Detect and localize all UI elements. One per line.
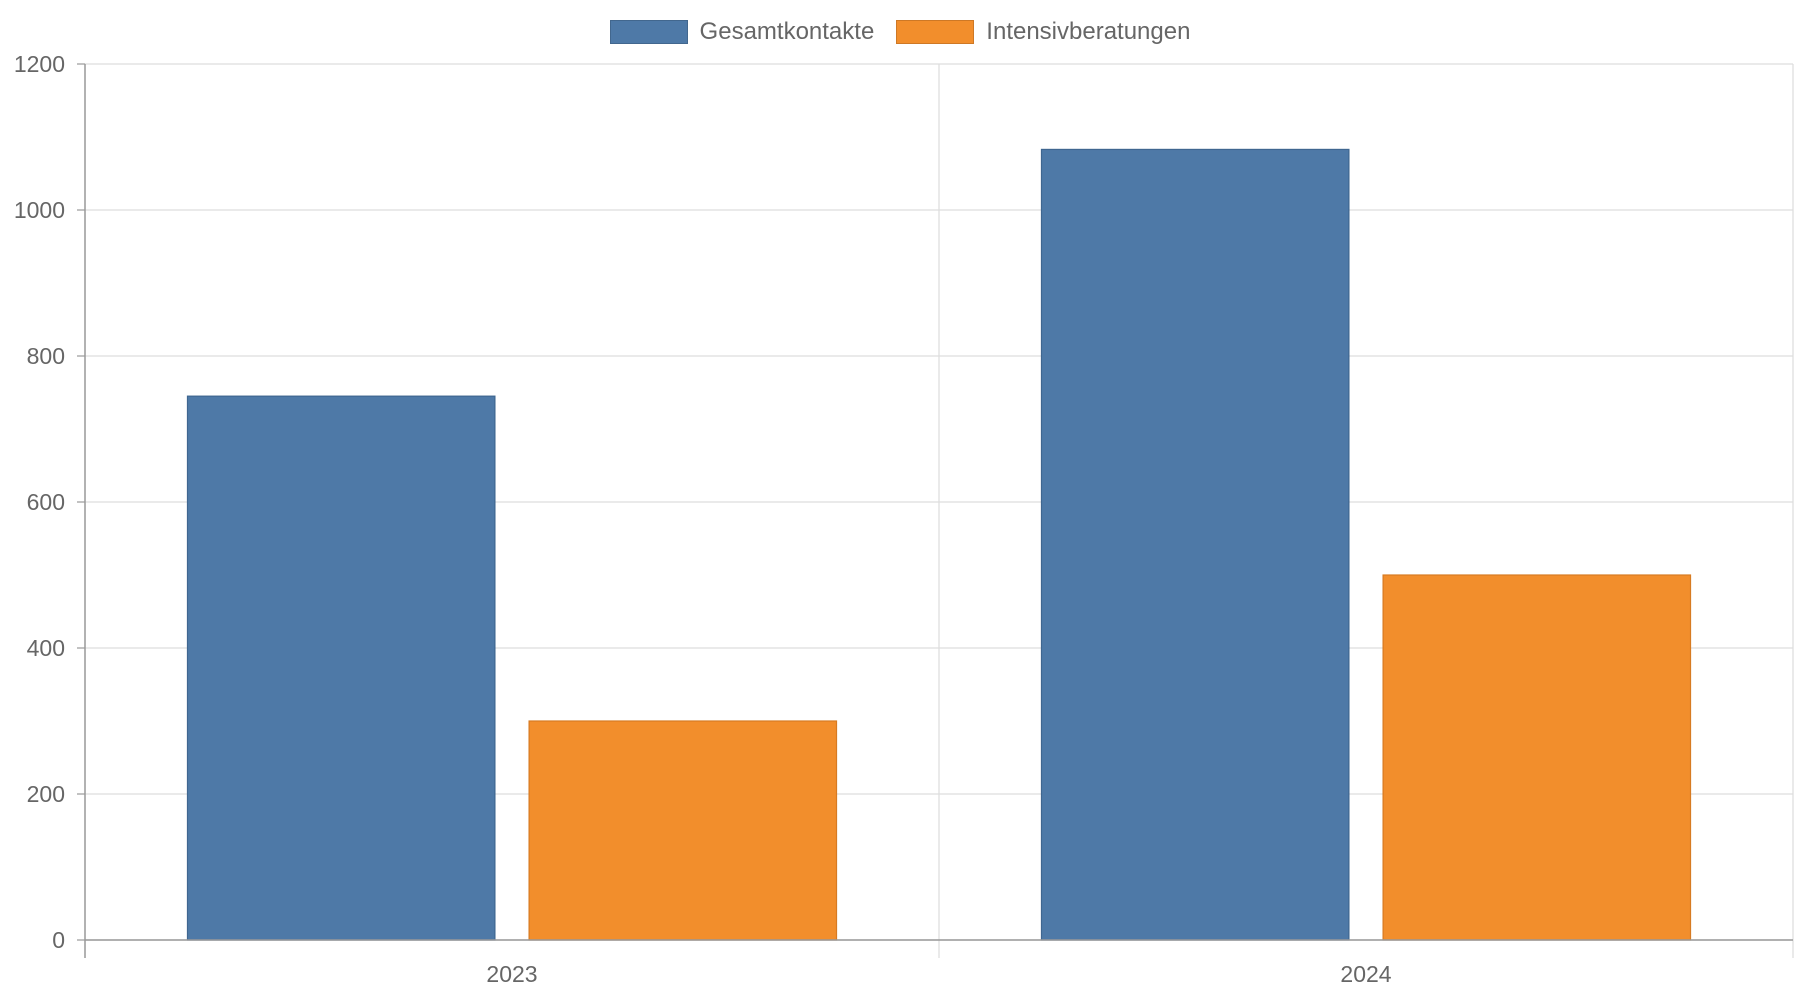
- chart-legend: Gesamtkontakte Intensivberatungen: [0, 18, 1800, 46]
- legend-swatch-gesamtkontakte: [609, 20, 688, 44]
- legend-item-intensivberatungen[interactable]: Intensivberatungen: [896, 18, 1190, 46]
- y-tick-label: 600: [27, 489, 65, 515]
- legend-item-gesamtkontakte[interactable]: Gesamtkontakte: [609, 18, 875, 46]
- y-tick-label: 400: [27, 635, 65, 661]
- y-tick-label: 1200: [14, 51, 65, 77]
- bar-gesamtkontakte-2024[interactable]: [1040, 148, 1350, 941]
- legend-swatch-intensivberatungen: [896, 20, 975, 44]
- bar-intensivberatungen-2023[interactable]: [528, 720, 838, 941]
- x-tick-label: 2023: [486, 961, 537, 987]
- y-tick-label: 1000: [14, 197, 65, 223]
- y-tick-label: 200: [27, 781, 65, 807]
- legend-label-intensivberatungen: Intensivberatungen: [986, 18, 1191, 45]
- y-tick-label: 0: [52, 927, 65, 953]
- legend-label-gesamtkontakte: Gesamtkontakte: [699, 18, 875, 45]
- y-tick-label: 800: [27, 343, 65, 369]
- bar-gesamtkontakte-2023[interactable]: [186, 395, 496, 941]
- bar-intensivberatungen-2024[interactable]: [1382, 574, 1692, 941]
- x-tick-label: 2024: [1340, 961, 1391, 987]
